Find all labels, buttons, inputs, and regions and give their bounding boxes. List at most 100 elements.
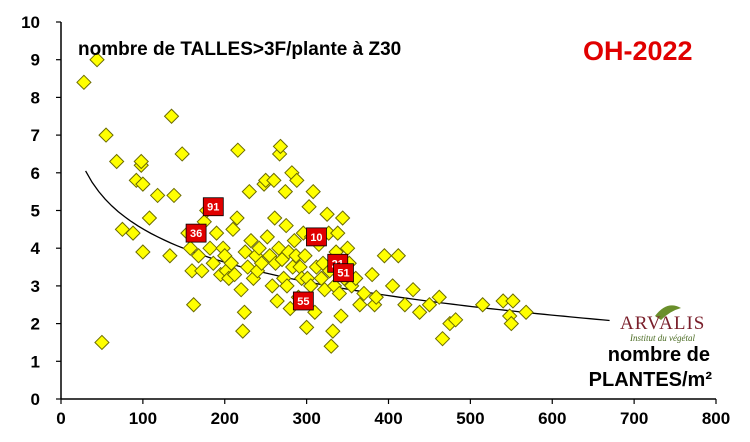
highlight-marker-label: 36 xyxy=(190,228,202,240)
data-point xyxy=(229,210,245,226)
data-point xyxy=(89,51,105,68)
data-point xyxy=(352,297,368,313)
highlight-marker-label: 10 xyxy=(310,232,322,244)
data-point xyxy=(108,153,125,170)
data-point xyxy=(266,210,283,226)
data-point xyxy=(194,263,210,279)
highlight-marker-label: 51 xyxy=(337,268,349,280)
data-point xyxy=(133,153,149,170)
x-tick-label: 100 xyxy=(129,409,157,428)
highlight-marker: 36 xyxy=(185,223,207,243)
x-tick-label: 700 xyxy=(620,409,648,428)
data-point xyxy=(356,285,372,302)
highlight-marker: 91 xyxy=(202,197,224,217)
data-point xyxy=(208,225,225,241)
x-tick-label: 600 xyxy=(538,409,566,428)
data-point xyxy=(225,221,241,238)
chart-title: nombre de TALLES>3F/plante à Z30 xyxy=(78,39,401,60)
data-point xyxy=(98,127,114,143)
data-point xyxy=(334,210,351,226)
data-point xyxy=(235,323,251,339)
data-point xyxy=(411,304,428,320)
data-point xyxy=(251,240,267,256)
highlight-marker-box xyxy=(292,291,314,311)
data-point xyxy=(421,297,438,313)
highlight-marker-box xyxy=(185,223,207,243)
data-point xyxy=(243,232,259,249)
logo-name: ARVALIS xyxy=(620,313,705,334)
data-point xyxy=(241,183,258,200)
data-point xyxy=(205,255,221,271)
data-point xyxy=(397,297,413,313)
highlight-marker-label: 91 xyxy=(207,202,219,214)
axes: 0 100 200 300 400 500 600 700 800 0 1 2 3 4 5 6 7 8 9 10 xyxy=(21,13,730,428)
data-point xyxy=(405,281,421,298)
data-point xyxy=(149,187,166,204)
highlight-marker-box xyxy=(333,263,354,283)
data-point xyxy=(226,266,243,283)
y-tick-label: 2 xyxy=(31,315,40,334)
data-point xyxy=(135,244,151,260)
highlight-marker-label: 55 xyxy=(297,296,309,308)
data-point xyxy=(162,248,178,264)
data-point xyxy=(279,278,295,294)
data-point xyxy=(278,217,294,234)
data-point xyxy=(330,225,346,241)
y-tick-label: 10 xyxy=(21,13,40,32)
highlight-markers-group: 913610215155 xyxy=(185,197,354,311)
data-point xyxy=(331,285,348,302)
x-tick-label: 300 xyxy=(292,409,320,428)
highlight-marker: 10 xyxy=(306,227,327,247)
data-point xyxy=(286,232,303,249)
data-point xyxy=(233,281,249,298)
y-tick-label: 4 xyxy=(31,239,41,258)
data-point xyxy=(503,315,520,332)
data-point xyxy=(190,248,207,264)
data-point xyxy=(125,225,141,241)
data-point xyxy=(301,199,317,215)
data-point xyxy=(163,108,180,124)
y-tick-label: 3 xyxy=(31,277,40,296)
data-point xyxy=(236,304,253,320)
x-tick-label: 500 xyxy=(456,409,484,428)
data-point xyxy=(253,255,270,271)
data-point xyxy=(325,323,341,339)
y-tick-label: 9 xyxy=(31,51,40,70)
data-point xyxy=(141,210,158,226)
data-point xyxy=(264,278,280,294)
data-point xyxy=(297,248,313,264)
data-point xyxy=(166,187,182,204)
data-point xyxy=(376,248,393,264)
x-tick-label: 0 xyxy=(56,409,65,428)
data-point xyxy=(230,142,246,158)
y-tick-label: 5 xyxy=(31,202,40,221)
data-point xyxy=(305,183,321,200)
data-point xyxy=(384,278,401,294)
data-point xyxy=(266,172,282,189)
highlight-marker: 55 xyxy=(292,291,314,311)
y-tick-label: 7 xyxy=(31,126,40,145)
data-point xyxy=(364,266,380,283)
data-point xyxy=(518,304,534,320)
data-point xyxy=(474,297,491,313)
data-point xyxy=(202,240,218,256)
x-axis-label-line1: nombre de xyxy=(608,344,710,366)
data-point xyxy=(447,312,464,328)
data-point xyxy=(76,74,92,91)
data-point xyxy=(94,334,110,351)
arvalis-logo: ARVALIS Institut du végétal xyxy=(620,305,705,343)
data-point xyxy=(323,338,339,354)
data-point xyxy=(298,319,315,336)
data-point xyxy=(505,293,521,309)
data-point xyxy=(390,248,407,264)
data-point xyxy=(431,289,447,305)
data-point xyxy=(174,146,190,162)
x-tick-label: 400 xyxy=(374,409,402,428)
data-point xyxy=(269,293,285,309)
highlight-marker: 51 xyxy=(333,263,354,283)
data-point xyxy=(319,206,335,222)
y-tick-label: 0 xyxy=(31,390,40,409)
y-tick-label: 6 xyxy=(31,164,40,183)
